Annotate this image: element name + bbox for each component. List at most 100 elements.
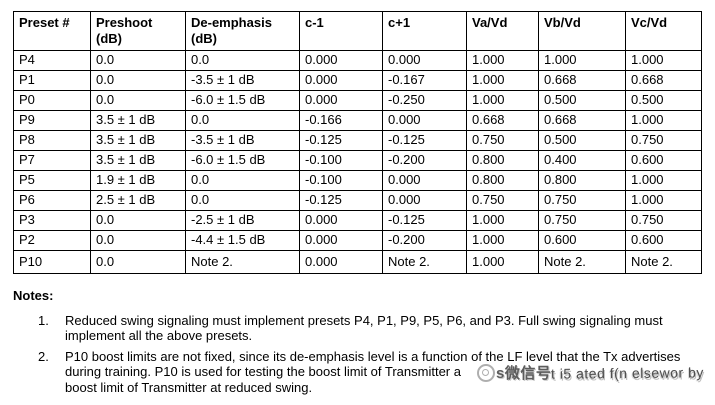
table-cell: 0.750 bbox=[538, 190, 626, 211]
table-cell: 1.000 bbox=[466, 70, 539, 91]
table-row-P10: P10 0.0 Note 2. 0.000 Note 2. 1.000 Note 2. Not… bbox=[13, 250, 702, 274]
note-number: 1. bbox=[38, 312, 49, 328]
table-cell: P7 bbox=[13, 150, 91, 171]
table-cell: Note 2. bbox=[625, 250, 702, 274]
table-cell: P8 bbox=[13, 130, 91, 151]
column-header-6: Vb/Vd bbox=[538, 11, 626, 51]
table-row-P4: P4 0.0 0.0 0.000 0.000 1.000 1.000 1.000 bbox=[13, 50, 702, 71]
table-cell: P6 bbox=[13, 190, 91, 211]
table-cell: 0.750 bbox=[466, 190, 539, 211]
table-cell: 0.668 bbox=[538, 70, 626, 91]
table-cell: 1.000 bbox=[625, 50, 702, 71]
table-cell: -0.166 bbox=[299, 110, 383, 131]
note-text: Reduced swing signaling must implement p… bbox=[65, 312, 663, 344]
table-cell: 0.0 bbox=[90, 210, 186, 231]
table-row-P1: P1 0.0 -3.5 ± 1 dB 0.000 -0.167 1.000 0.668 0.6… bbox=[13, 70, 702, 91]
table-cell: P2 bbox=[13, 230, 91, 251]
table-cell: -6.0 ± 1.5 dB bbox=[185, 150, 300, 171]
table-cell: -0.100 bbox=[299, 170, 383, 191]
table-cell: 1.000 bbox=[466, 250, 539, 274]
table-cell: -0.200 bbox=[382, 230, 467, 251]
table-cell: 0.0 bbox=[90, 90, 186, 111]
table-cell: -0.250 bbox=[382, 90, 467, 111]
table-cell: 0.600 bbox=[625, 150, 702, 171]
table-cell: 1.000 bbox=[625, 110, 702, 131]
column-header-5: Va/Vd bbox=[466, 11, 539, 51]
table-cell: 0.0 bbox=[185, 170, 300, 191]
table-cell: 1.000 bbox=[538, 50, 626, 71]
table-cell: 0.800 bbox=[466, 150, 539, 171]
table-cell: 0.0 bbox=[185, 50, 300, 71]
table-row-P9: P9 3.5 ± 1 dB 0.0 -0.166 0.000 0.668 0.668 1.00… bbox=[13, 110, 702, 131]
note-item-2: 2. P10 boost limits are not fixed, since … bbox=[13, 349, 708, 396]
table-cell: -3.5 ± 1 dB bbox=[185, 70, 300, 91]
table-cell: 3.5 ± 1 dB bbox=[90, 110, 186, 131]
table-cell: -0.125 bbox=[299, 130, 383, 151]
table-cell: 0.800 bbox=[466, 170, 539, 191]
table-cell: Note 2. bbox=[185, 250, 300, 274]
table-cell: P9 bbox=[13, 110, 91, 131]
table-cell: Note 2. bbox=[382, 250, 467, 274]
table-cell: 0.000 bbox=[299, 210, 383, 231]
table-cell: 0.000 bbox=[382, 50, 467, 71]
table-cell: -0.100 bbox=[299, 150, 383, 171]
table-cell: -6.0 ± 1.5 dB bbox=[185, 90, 300, 111]
note-number: 2. bbox=[38, 348, 49, 364]
table-cell: 1.000 bbox=[625, 170, 702, 191]
table-row-P8: P8 3.5 ± 1 dB -3.5 ± 1 dB -0.125 -0.125 0.750… bbox=[13, 130, 702, 151]
table-cell: 0.0 bbox=[90, 50, 186, 71]
table-cell: P4 bbox=[13, 50, 91, 71]
notes-section: Notes: 1. Reduced swing signaling must im… bbox=[13, 288, 708, 400]
table-row-P2: P2 0.0 -4.4 ± 1.5 dB 0.000 -0.200 1.000 0.600 0… bbox=[13, 230, 702, 251]
column-header-2: De-emphasis (dB) bbox=[185, 11, 300, 51]
table-cell: P0 bbox=[13, 90, 91, 111]
table-cell: 0.0 bbox=[185, 110, 300, 131]
table-cell: 0.750 bbox=[466, 130, 539, 151]
table-row-P7: P7 3.5 ± 1 dB -6.0 ± 1.5 dB -0.100 -0.200 0.8… bbox=[13, 150, 702, 171]
table-cell: P5 bbox=[13, 170, 91, 191]
table-cell: P1 bbox=[13, 70, 91, 91]
table-cell: -4.4 ± 1.5 dB bbox=[185, 230, 300, 251]
table-cell: 0.800 bbox=[538, 170, 626, 191]
preset-table: Preset # Preshoot (dB) De-emphasis (dB) c-1… bbox=[13, 11, 702, 274]
table-row-P0: P0 0.0 -6.0 ± 1.5 dB 0.000 -0.250 1.000 0.500 0… bbox=[13, 90, 702, 111]
table-cell: 0.0 bbox=[90, 230, 186, 251]
table-cell: 0.400 bbox=[538, 150, 626, 171]
table-cell: 0.000 bbox=[382, 170, 467, 191]
table-cell: 0.000 bbox=[299, 50, 383, 71]
table-cell: 3.5 ± 1 dB bbox=[90, 130, 186, 151]
table-cell: 2.5 ± 1 dB bbox=[90, 190, 186, 211]
table-cell: 0.500 bbox=[625, 90, 702, 111]
column-header-7: Vc/Vd bbox=[625, 11, 702, 51]
table-row-P6: P6 2.5 ± 1 dB 0.0 -0.125 0.000 0.750 0.750 1.00… bbox=[13, 190, 702, 211]
note-item-1: 1. Reduced swing signaling must implement… bbox=[13, 313, 708, 344]
table-cell: 0.750 bbox=[625, 130, 702, 151]
table-cell: 0.668 bbox=[625, 70, 702, 91]
table-cell: P10 bbox=[13, 250, 91, 274]
column-header-0: Preset # bbox=[13, 11, 91, 51]
table-cell: 1.000 bbox=[625, 190, 702, 211]
table-cell: 0.0 bbox=[90, 70, 186, 91]
column-header-3: c-1 bbox=[299, 11, 383, 51]
table-cell: 0.500 bbox=[538, 130, 626, 151]
column-header-1: Preshoot (dB) bbox=[90, 11, 186, 51]
table-cell: 0.668 bbox=[538, 110, 626, 131]
table-header-row: Preset # Preshoot (dB) De-emphasis (dB) c-1… bbox=[13, 11, 702, 51]
table-cell: 0.000 bbox=[382, 110, 467, 131]
table-cell: 0.0 bbox=[185, 190, 300, 211]
table-cell: 1.9 ± 1 dB bbox=[90, 170, 186, 191]
table-cell: 0.000 bbox=[299, 70, 383, 91]
table-cell: 1.000 bbox=[466, 90, 539, 111]
table-cell: 0.600 bbox=[625, 230, 702, 251]
table-cell: Note 2. bbox=[538, 250, 626, 274]
table-cell: 0.600 bbox=[538, 230, 626, 251]
table-cell: 0.750 bbox=[625, 210, 702, 231]
table-cell: 0.0 bbox=[90, 250, 186, 274]
table-row-P3: P3 0.0 -2.5 ± 1 dB 0.000 -0.125 1.000 0.750 0.7… bbox=[13, 210, 702, 231]
table-cell: 1.000 bbox=[466, 210, 539, 231]
table-cell: 0.000 bbox=[299, 90, 383, 111]
table-cell: 1.000 bbox=[466, 50, 539, 71]
table-cell: -0.167 bbox=[382, 70, 467, 91]
note-text: P10 boost limits are not fixed, since it… bbox=[65, 348, 681, 395]
